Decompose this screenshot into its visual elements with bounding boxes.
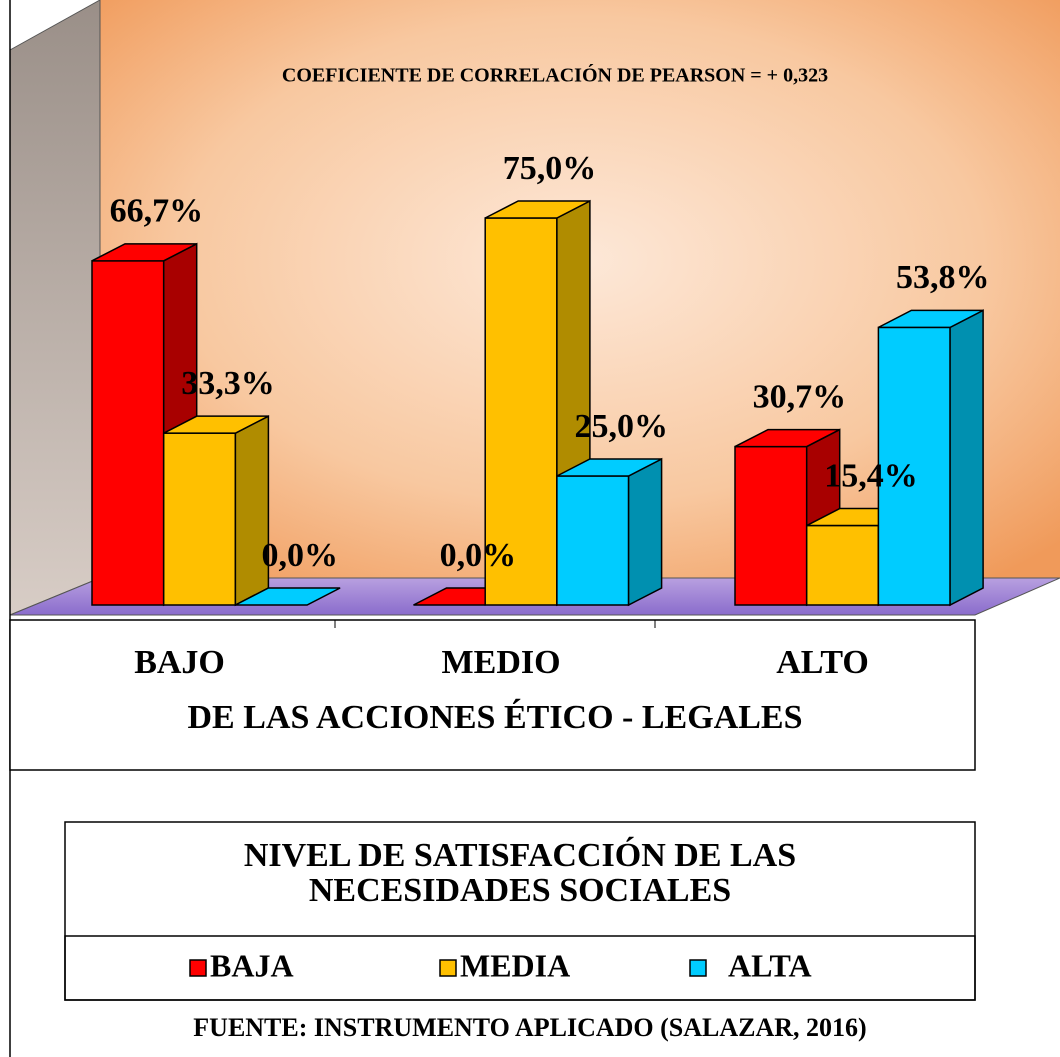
x-tick-label: MEDIO (442, 644, 561, 681)
source: FUENTE: INSTRUMENTO APLICADO (SALAZAR, 2… (193, 1013, 866, 1042)
legend-swatch (189, 959, 207, 977)
bar-top (556, 458, 662, 477)
data-label: 0,0% (440, 537, 517, 574)
bar-top (878, 309, 984, 329)
legend-items-box (64, 935, 976, 1001)
x-tick-label: BAJO (134, 644, 225, 681)
legend-title: NIVEL DE SATISFACCIÓN DE LAS (244, 836, 796, 874)
data-label: 25,0% (575, 408, 669, 445)
x-axis-label: DE LAS ACCIONES ÉTICO - LEGALES (187, 699, 802, 736)
bar-side (949, 309, 984, 607)
legend-label: MEDIA (460, 947, 570, 983)
legend-swatch (439, 959, 457, 977)
subtitle: COEFICIENTE DE CORRELACIÓN DE PEARSON = … (282, 63, 828, 87)
legend-title: NECESIDADES SOCIALES (309, 872, 731, 909)
legend-label: BAJA (210, 947, 294, 983)
data-label: 75,0% (503, 150, 597, 187)
bar-front (162, 432, 237, 606)
category-box (9, 619, 976, 771)
legend-swatch (689, 959, 707, 977)
bar-front (877, 326, 951, 606)
bar-top (163, 415, 269, 434)
bar-front (734, 445, 808, 606)
data-label: 66,7% (110, 193, 204, 230)
data-label: 15,4% (824, 457, 918, 494)
legend-label: ALTA (728, 947, 812, 983)
bar-top (484, 200, 591, 219)
bar-side (627, 457, 663, 607)
bar-front (556, 475, 630, 606)
bar-side (234, 414, 270, 607)
data-label: 30,7% (753, 378, 847, 415)
bar-front (91, 260, 165, 606)
side-wall (9, 0, 101, 616)
data-label: 33,3% (181, 365, 275, 402)
data-label: 0,0% (262, 537, 339, 574)
x-tick-label: ALTO (776, 644, 869, 681)
bar-top (235, 587, 341, 606)
bar-top (91, 243, 198, 262)
bar-top (734, 428, 841, 448)
bar-front (805, 524, 880, 606)
bar-front (484, 217, 558, 606)
data-label: 53,8% (896, 259, 990, 296)
